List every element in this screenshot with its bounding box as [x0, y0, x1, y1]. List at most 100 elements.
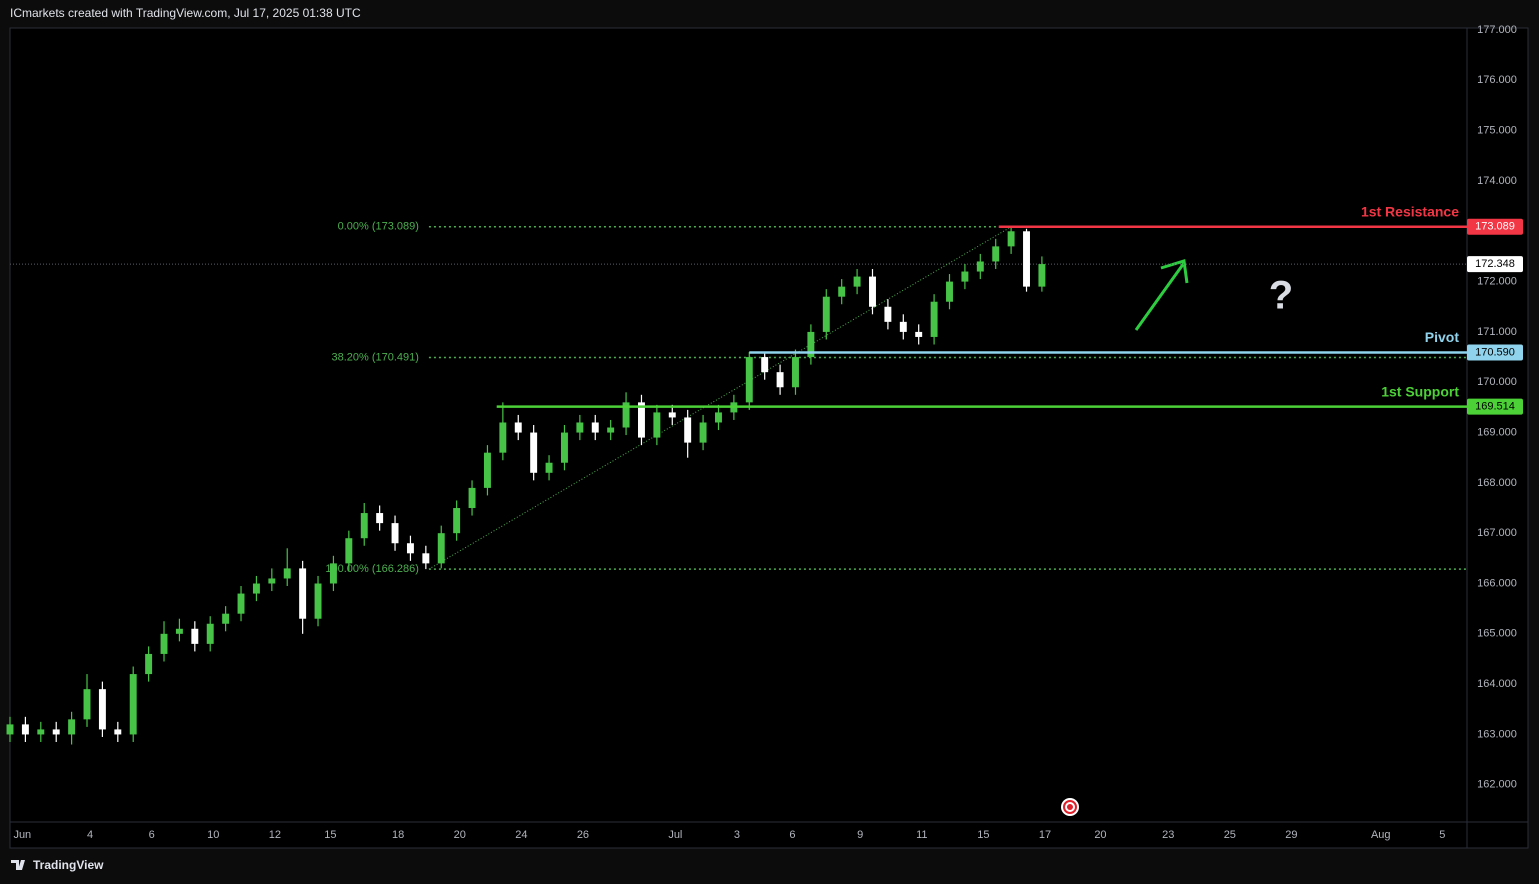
candle-body: [98, 689, 106, 730]
price-box: [1467, 344, 1523, 361]
x-tick-label: 4: [87, 829, 93, 841]
alert-icon: [1061, 798, 1079, 816]
candle-body: [668, 412, 676, 418]
candle-body: [191, 628, 199, 644]
candle-body: [21, 724, 29, 735]
price-box-label: 170.590: [1475, 346, 1515, 358]
candle-body: [1038, 264, 1046, 287]
y-tick-label: 163.000: [1477, 728, 1517, 740]
candle-body: [915, 331, 923, 337]
candle-body: [237, 593, 245, 614]
price-box-label: 169.514: [1475, 401, 1515, 413]
candle-body: [160, 633, 168, 654]
candle-body: [884, 306, 892, 322]
candle-body: [961, 271, 969, 282]
x-tick-label: Jul: [668, 829, 682, 841]
candle-body: [853, 276, 861, 287]
candle-body: [838, 286, 846, 297]
logo-text: TradingView: [33, 858, 104, 872]
question-mark: ?: [1269, 274, 1293, 318]
y-tick-label: 168.000: [1477, 477, 1517, 489]
fib-level-label: 0.00% (173.089): [338, 221, 419, 233]
x-tick-label: 9: [857, 829, 863, 841]
x-tick-label: 6: [789, 829, 795, 841]
candle-body: [299, 568, 307, 619]
candle-body: [560, 432, 568, 463]
candle-body: [930, 301, 938, 337]
y-tick-label: 166.000: [1477, 577, 1517, 589]
alert-ring: [1063, 800, 1077, 814]
candle-body: [360, 513, 368, 539]
logo-icon: [11, 860, 25, 870]
x-tick-label: 17: [1039, 829, 1051, 841]
x-tick-label: 5: [1439, 829, 1445, 841]
candle-body: [252, 583, 260, 594]
candle-body: [422, 553, 430, 564]
y-tick-label: 162.000: [1477, 779, 1517, 791]
candles: [6, 226, 1046, 745]
candle-body: [792, 357, 799, 388]
candle-body: [822, 296, 830, 332]
candle-body: [638, 402, 645, 438]
x-tick-label: 10: [207, 829, 219, 841]
candle-body: [329, 563, 337, 584]
level-name: 1st Resistance: [1361, 204, 1459, 220]
candle-body: [745, 357, 753, 403]
candle-body: [6, 724, 14, 735]
candle-body: [145, 653, 153, 675]
candle-body: [699, 422, 707, 443]
x-tick-label: Aug: [1371, 829, 1391, 841]
candle-body: [530, 432, 538, 473]
candle-body: [83, 689, 91, 720]
candle-body: [129, 674, 137, 735]
arrow-shaft: [1134, 262, 1186, 331]
chart-frame: [9, 27, 1529, 849]
candle-body: [607, 427, 615, 433]
x-tick-label: 24: [515, 829, 527, 841]
candle-body: [391, 523, 399, 544]
x-tick-label: 20: [1094, 829, 1106, 841]
x-tick-label: 3: [734, 829, 740, 841]
y-tick-label: 174.000: [1477, 175, 1517, 187]
candle-body: [406, 543, 414, 554]
candle-body: [222, 613, 230, 624]
x-tick-label: 6: [149, 829, 155, 841]
candle-body: [1007, 231, 1015, 247]
x-tick-label: 23: [1162, 829, 1174, 841]
candle-body: [869, 276, 876, 307]
candle-body: [453, 508, 461, 534]
y-tick-label: 176.000: [1477, 74, 1517, 86]
x-tick-label: 29: [1285, 829, 1297, 841]
candle-body: [468, 487, 476, 509]
candle-body: [976, 261, 984, 272]
level-name: Pivot: [1425, 329, 1460, 345]
candle-body: [653, 412, 661, 438]
fib-level-label: 100.00% (166.286): [325, 563, 419, 575]
arrow: [1134, 259, 1189, 331]
candle-body: [268, 578, 276, 584]
candle-body: [114, 729, 122, 735]
candle-body: [684, 417, 692, 443]
y-tick-label: 167.000: [1477, 527, 1517, 539]
candle-body: [899, 321, 907, 332]
candle-body: [68, 719, 76, 735]
x-tick-label: Jun: [13, 829, 31, 841]
candle-body: [314, 583, 322, 619]
y-tick-label: 170.000: [1477, 376, 1517, 388]
candle-body: [545, 462, 553, 473]
x-tick-label: 15: [324, 829, 336, 841]
candle-body: [483, 452, 491, 488]
x-tick-label: 15: [977, 829, 989, 841]
y-tick-label: 172.000: [1477, 276, 1517, 288]
y-tick-label: 175.000: [1477, 125, 1517, 137]
candle-body: [946, 281, 953, 302]
y-tick-label: 164.000: [1477, 678, 1517, 690]
candle-body: [376, 513, 384, 524]
last-price-label: 172.348: [1475, 258, 1515, 270]
candle-body: [283, 568, 291, 579]
candle-body: [622, 402, 630, 428]
y-tick-label: 177.000: [1477, 24, 1517, 36]
x-tick-label: 20: [454, 829, 466, 841]
